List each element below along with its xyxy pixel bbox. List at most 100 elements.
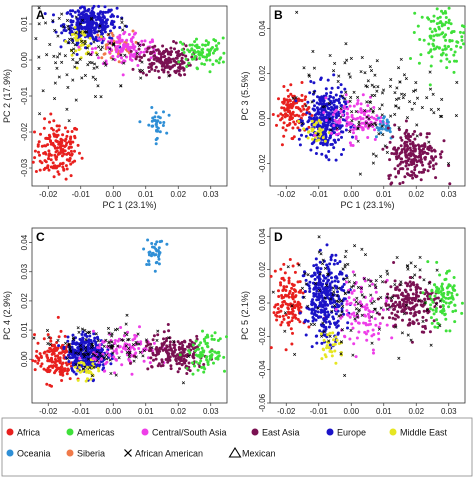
point-africa <box>276 302 280 306</box>
point-europe <box>325 92 328 96</box>
point-europe <box>84 341 87 345</box>
point-east-asia <box>436 296 440 300</box>
point-african-american <box>84 349 88 353</box>
point-african-american <box>97 45 101 49</box>
point-europe <box>341 130 345 134</box>
point-europe <box>340 302 344 306</box>
point-africa <box>280 106 284 110</box>
point-americas <box>440 53 444 57</box>
point-africa <box>42 367 46 371</box>
point-african-american <box>107 340 112 344</box>
point-central-south-asia <box>94 46 98 50</box>
point-europe <box>337 138 340 142</box>
point-europe <box>112 14 115 18</box>
point-african-american <box>312 66 316 70</box>
point-east-asia <box>411 132 415 136</box>
point-east-asia <box>408 276 412 279</box>
point-east-asia <box>393 317 397 321</box>
point-central-south-asia <box>102 37 106 41</box>
point-americas <box>451 310 455 313</box>
point-east-asia <box>426 169 430 173</box>
point-east-asia <box>438 152 442 156</box>
point-african-american <box>386 272 390 276</box>
point-east-asia <box>422 309 426 313</box>
point-europe <box>332 317 336 321</box>
point-americas <box>445 271 448 275</box>
y-tick-label: 0.02 <box>258 261 267 277</box>
point-americas <box>431 300 435 304</box>
point-central-south-asia <box>369 299 373 303</box>
point-europe <box>74 372 78 376</box>
point-african-american <box>418 268 422 272</box>
point-east-asia <box>416 143 420 147</box>
point-east-asia <box>424 318 428 322</box>
point-middle-east <box>97 369 101 373</box>
point-oceania <box>154 111 158 115</box>
legend-item: African American <box>124 449 203 459</box>
point-east-asia <box>386 292 390 296</box>
point-oceania <box>145 263 149 266</box>
point-middle-east <box>333 342 337 346</box>
point-east-asia <box>409 148 413 152</box>
point-african-american <box>348 99 352 103</box>
point-african-american <box>117 356 121 360</box>
point-african-american <box>399 283 403 287</box>
point-americas <box>429 303 433 307</box>
point-east-asia <box>421 315 425 319</box>
point-east-asia <box>411 281 415 285</box>
point-african-american <box>295 10 299 14</box>
point-africa <box>50 352 54 356</box>
point-europe <box>325 155 328 159</box>
point-east-asia <box>415 290 419 294</box>
point-african-american <box>110 334 114 338</box>
point-east-asia <box>166 50 170 54</box>
point-americas <box>197 343 201 347</box>
point-african-american <box>70 37 74 41</box>
point-east-asia <box>428 161 432 165</box>
point-europe <box>315 101 319 105</box>
point-europe <box>330 86 334 90</box>
point-europe <box>93 27 97 31</box>
point-africa <box>307 106 311 109</box>
point-east-asia <box>169 53 173 57</box>
point-americas <box>435 318 439 322</box>
point-african-american <box>93 77 98 81</box>
point-african-american <box>389 114 393 118</box>
point-african-american <box>349 285 354 289</box>
x-tick-label: -0.02 <box>277 190 296 199</box>
point-americas <box>436 16 440 20</box>
point-middle-east <box>76 369 80 373</box>
point-african-american <box>91 352 95 356</box>
point-central-south-asia <box>150 38 154 42</box>
point-middle-east <box>79 360 83 364</box>
point-east-asia <box>410 306 414 310</box>
point-europe <box>340 309 344 313</box>
point-europe <box>64 356 68 360</box>
point-africa <box>54 150 58 154</box>
point-central-south-asia <box>375 114 379 118</box>
point-americas <box>194 54 197 58</box>
point-europe <box>311 319 315 323</box>
point-east-asia <box>178 342 182 346</box>
point-african-american <box>57 16 61 20</box>
point-americas <box>437 25 441 29</box>
point-east-asia <box>146 367 150 371</box>
point-africa <box>305 108 309 112</box>
point-europe <box>327 320 331 324</box>
point-europe <box>52 13 55 17</box>
point-african-american <box>121 28 125 32</box>
plot-frame <box>31 5 228 187</box>
point-africa <box>279 283 283 287</box>
point-americas <box>450 39 454 43</box>
point-americas <box>201 47 205 51</box>
point-europe <box>109 29 112 33</box>
point-americas <box>195 37 198 41</box>
point-americas <box>460 38 464 42</box>
point-europe <box>97 4 101 8</box>
point-east-asia <box>154 65 158 69</box>
point-african-american <box>385 295 389 299</box>
point-europe <box>298 143 302 147</box>
point-east-asia <box>394 300 398 304</box>
point-americas <box>214 39 218 43</box>
point-central-south-asia <box>345 280 348 284</box>
